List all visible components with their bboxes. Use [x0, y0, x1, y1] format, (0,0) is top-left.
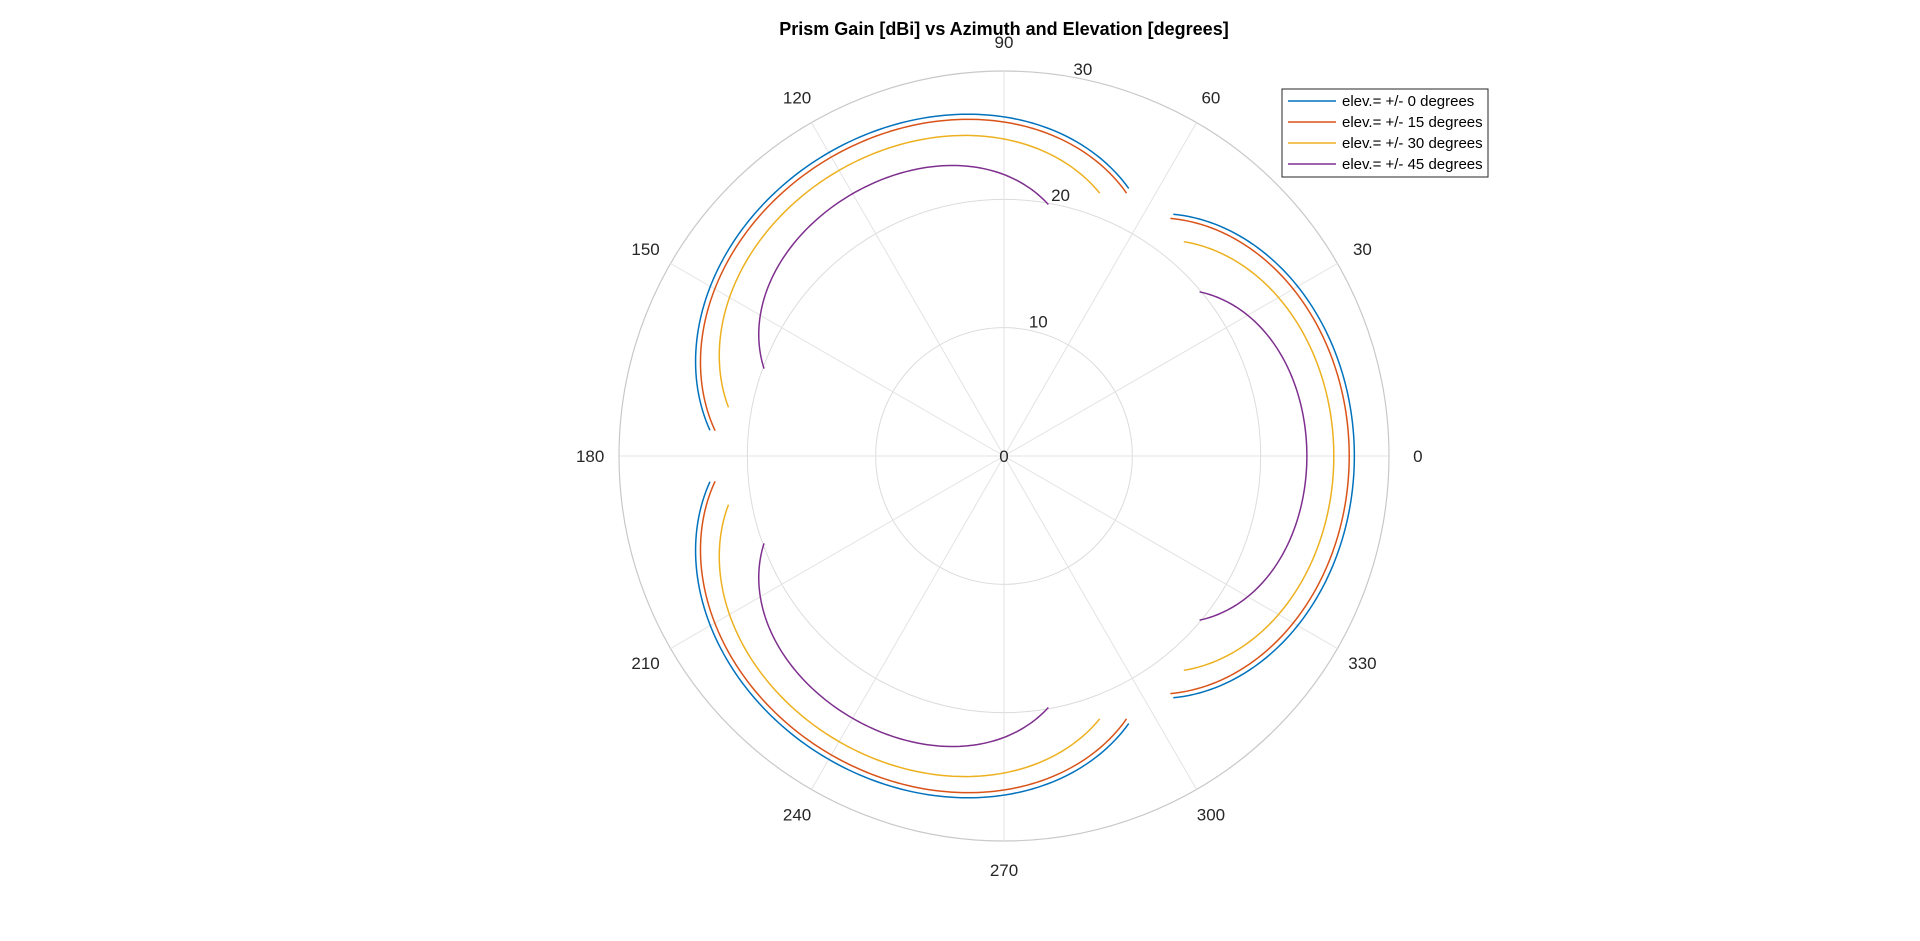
theta-spoke-30 — [1003, 263, 1338, 457]
legend-label-4: elev.= +/- 45 degrees — [1342, 156, 1483, 173]
legend: elev.= +/- 0 degrees elev.= +/- 15 degree… — [1281, 88, 1489, 178]
theta-spoke-60 — [1003, 122, 1197, 457]
theta-spoke-330 — [1003, 455, 1338, 649]
theta-tick-label-180: 180 — [576, 447, 604, 466]
series-3-lobe-1 — [1183, 240, 1335, 672]
r-tick-label-30: 30 — [1073, 60, 1092, 79]
series-3-lobe-2 — [718, 134, 1101, 408]
theta-tick-label-60: 60 — [1201, 89, 1220, 108]
series-2 — [699, 118, 1350, 794]
legend-label-3: elev.= +/- 30 degrees — [1342, 135, 1483, 152]
theta-spoke-240 — [811, 455, 1005, 790]
series-3 — [718, 134, 1335, 778]
theta-spoke-210 — [670, 455, 1005, 649]
tick-labels: 0 30 60 90 120 150 180 210 240 270 300 330 0 10 20 30 — [576, 33, 1423, 880]
theta-spoke-120 — [811, 122, 1005, 457]
theta-tick-label-90: 90 — [995, 33, 1014, 52]
series-4-lobe-2 — [758, 164, 1049, 369]
series-4-lobe-1 — [1199, 291, 1308, 621]
series-2-lobe-1 — [1170, 217, 1350, 695]
theta-tick-label-330: 330 — [1348, 654, 1376, 673]
theta-tick-label-210: 210 — [631, 654, 659, 673]
series-4-lobe-3 — [758, 543, 1049, 748]
series-2-lobe-2 — [699, 118, 1128, 432]
theta-tick-label-120: 120 — [783, 89, 811, 108]
theta-tick-label-240: 240 — [783, 805, 811, 824]
series-4 — [758, 164, 1308, 748]
polar-grid — [618, 70, 1390, 842]
theta-tick-label-150: 150 — [631, 240, 659, 259]
theta-spoke-150 — [670, 263, 1005, 457]
theta-tick-label-270: 270 — [990, 861, 1018, 880]
theta-tick-label-0: 0 — [1413, 447, 1422, 466]
series-3-lobe-3 — [718, 504, 1101, 778]
legend-label-1: elev.= +/- 0 degrees — [1342, 93, 1474, 110]
series-1-lobe-3 — [694, 481, 1130, 799]
r-tick-label-20: 20 — [1051, 186, 1070, 205]
theta-tick-label-300: 300 — [1197, 805, 1225, 824]
legend-box — [1281, 88, 1489, 178]
series-1-lobe-2 — [694, 113, 1130, 431]
r-tick-label-0: 0 — [999, 447, 1008, 466]
series-2-lobe-3 — [699, 480, 1128, 794]
series-group — [694, 113, 1356, 799]
series-1-lobe-1 — [1173, 213, 1356, 699]
theta-tick-label-30: 30 — [1353, 240, 1372, 259]
r-tick-label-10: 10 — [1029, 313, 1048, 332]
theta-spoke-300 — [1003, 455, 1197, 790]
chart-title: Prism Gain [dBi] vs Azimuth and Elevatio… — [779, 19, 1228, 39]
legend-label-2: elev.= +/- 15 degrees — [1342, 114, 1483, 131]
series-1 — [694, 113, 1356, 799]
